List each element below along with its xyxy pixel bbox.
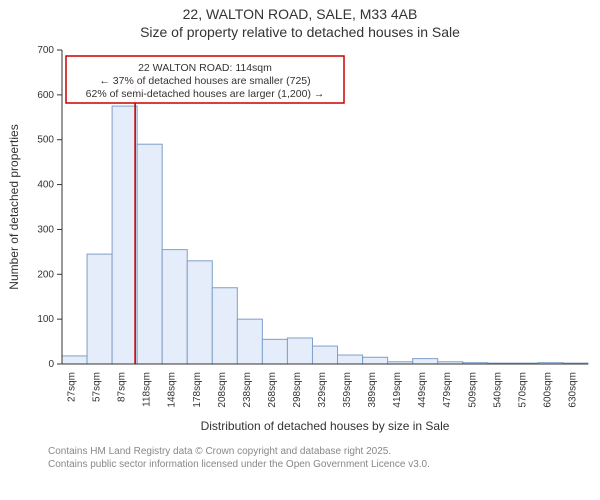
x-tick-label: 419sqm (392, 372, 403, 408)
x-tick-label: 57sqm (92, 372, 103, 402)
histogram-bar (262, 339, 287, 364)
x-tick-label: 329sqm (317, 372, 328, 408)
histogram-bar (212, 288, 237, 364)
histogram-bar (287, 338, 312, 364)
x-tick-label: 570sqm (517, 372, 528, 408)
x-tick-label: 449sqm (417, 372, 428, 408)
x-tick-label: 208sqm (217, 372, 228, 408)
svg-text:500: 500 (37, 135, 54, 146)
y-axis-label: Number of detached properties (7, 124, 21, 289)
svg-text:700: 700 (37, 45, 54, 56)
x-tick-label: 630sqm (567, 372, 578, 408)
x-tick-label: 509sqm (467, 372, 478, 408)
histogram-bar (338, 355, 363, 364)
footer-line-2: Contains public sector information licen… (48, 459, 600, 472)
svg-text:400: 400 (37, 180, 54, 191)
annotation-line: 62% of semi-detached houses are larger (… (86, 88, 325, 100)
histogram-bar (112, 106, 137, 364)
annotation-line: 22 WALTON ROAD: 114sqm (138, 62, 272, 74)
annotation-line: ← 37% of detached houses are smaller (72… (99, 75, 310, 87)
x-tick-label: 540sqm (492, 372, 503, 408)
footer-attribution: Contains HM Land Registry data © Crown c… (0, 442, 600, 471)
svg-text:600: 600 (37, 90, 54, 101)
x-tick-label: 298sqm (292, 372, 303, 408)
histogram-bar (62, 356, 87, 364)
x-tick-label: 268sqm (267, 372, 278, 408)
histogram-bar (187, 261, 212, 364)
svg-text:200: 200 (37, 269, 54, 280)
chart-titles: 22, WALTON ROAD, SALE, M33 4AB Size of p… (0, 6, 600, 40)
x-tick-label: 178sqm (192, 372, 203, 408)
histogram-bar (363, 357, 388, 364)
x-tick-label: 27sqm (67, 372, 78, 402)
histogram-bar (137, 144, 162, 364)
x-tick-label: 359sqm (342, 372, 353, 408)
histogram-chart: 0 100 200 300 400 500 600 700 27sqm 57sqm 87sqm 118… (0, 42, 600, 442)
x-tick-label: 600sqm (542, 372, 553, 408)
chart-svg: 0 100 200 300 400 500 600 700 27sqm 57sqm 87sqm 118… (0, 42, 600, 442)
svg-text:300: 300 (37, 224, 54, 235)
x-tick-label: 389sqm (367, 372, 378, 408)
svg-text:0: 0 (48, 359, 54, 370)
histogram-bar (162, 250, 187, 364)
x-tick-label: 148sqm (167, 372, 178, 408)
title-sub: Size of property relative to detached ho… (0, 24, 600, 40)
x-tick-label: 118sqm (142, 372, 153, 407)
histogram-bar (87, 254, 112, 364)
histogram-bar (312, 346, 337, 364)
x-tick-label: 238sqm (242, 372, 253, 408)
footer-line-1: Contains HM Land Registry data © Crown c… (48, 446, 600, 459)
histogram-bar (413, 359, 438, 364)
x-tick-label: 87sqm (117, 372, 128, 402)
histogram-bar (237, 319, 262, 364)
svg-text:100: 100 (37, 314, 54, 325)
title-main: 22, WALTON ROAD, SALE, M33 4AB (0, 6, 600, 22)
x-tick-label: 479sqm (442, 372, 453, 408)
x-axis-label: Distribution of detached houses by size … (201, 419, 450, 433)
